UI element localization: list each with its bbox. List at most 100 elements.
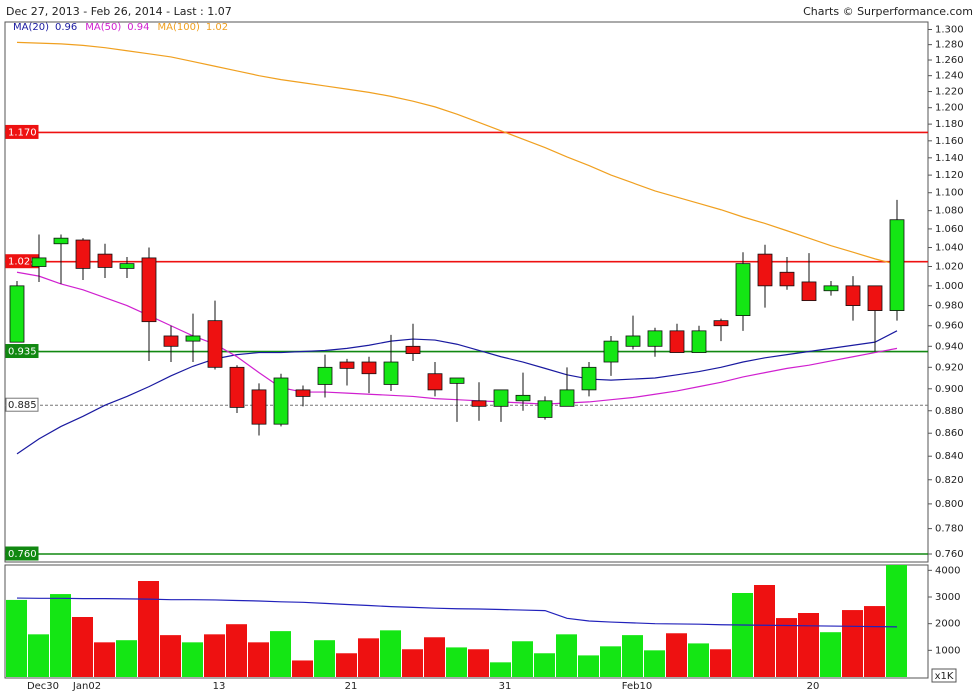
candle-body [757, 253, 773, 287]
ma-line [16, 41, 898, 266]
candle-body [647, 330, 663, 347]
volume-panel [4, 564, 929, 679]
volume-bar [732, 593, 753, 677]
candle-body [515, 394, 531, 402]
legend-value: 0.94 [127, 22, 149, 33]
legend-name: MA(100) [158, 22, 200, 33]
volume-tick-label: 1000 [935, 645, 960, 656]
volume-bar [490, 662, 511, 677]
unit-box [931, 668, 957, 683]
y-tick-label: 1.300 [935, 24, 964, 35]
level-label: 1.170 [8, 127, 37, 138]
volume-bar [534, 653, 555, 677]
candle-body [801, 281, 817, 302]
candle-body [141, 257, 157, 323]
y-tick-label: 0.960 [935, 321, 964, 332]
legend-name: MA(20) [13, 22, 49, 33]
candle-body [867, 285, 883, 311]
y-tick-label: 1.120 [935, 170, 964, 181]
y-tick-label: 0.860 [935, 428, 964, 439]
volume-average [16, 597, 898, 628]
volume-bar [578, 655, 599, 677]
candle-body [31, 257, 47, 267]
y-tick-label: 1.100 [935, 188, 964, 199]
volume-bar [512, 641, 533, 677]
volume-bar [358, 638, 379, 677]
y-tick-label: 0.980 [935, 301, 964, 312]
volume-bar [6, 599, 27, 677]
y-tick-label: 1.060 [935, 224, 964, 235]
volume-bar [314, 640, 335, 677]
volume-bar [138, 581, 159, 677]
level-label: 1.025 [8, 257, 37, 268]
volume-bar [864, 606, 885, 677]
volume-tick-label: 2000 [935, 619, 960, 630]
y-tick-label: 1.020 [935, 261, 964, 272]
volume-bar [94, 642, 115, 677]
candle-body [185, 335, 201, 342]
y-tick-label: 0.880 [935, 406, 964, 417]
candle-body [339, 361, 355, 369]
legend-value: 1.02 [206, 22, 228, 33]
volume-bar [622, 635, 643, 677]
credit: Charts © Surperformance.com [803, 5, 973, 18]
candle-body [383, 361, 399, 385]
candle-body [251, 389, 267, 425]
chart-title: Dec 27, 2013 - Feb 26, 2014 - Last : 1.0… [6, 5, 232, 18]
volume-bar [820, 632, 841, 677]
y-tick-label: 1.260 [935, 55, 964, 66]
volume-tick-label: 3000 [935, 592, 960, 603]
volume-bar [424, 637, 445, 677]
volume-bar [886, 565, 907, 677]
y-tick-label: 1.180 [935, 119, 964, 130]
volume-bar [248, 642, 269, 677]
candle-body [273, 377, 289, 425]
candle-body [581, 366, 597, 391]
candle-body [9, 285, 25, 343]
x-tick-label: Jan02 [72, 681, 101, 692]
volume-bar [842, 610, 863, 677]
volume-tick-label: 4000 [935, 565, 960, 576]
volume-bar [798, 613, 819, 677]
ma-line [16, 330, 898, 455]
candle-body [97, 253, 113, 268]
candle-body [163, 335, 179, 347]
candle-body [713, 320, 729, 327]
candle-body [845, 285, 861, 306]
candle-body [361, 361, 377, 375]
volume-bar [28, 634, 49, 677]
candle-body [537, 400, 553, 418]
volume-bar [50, 594, 71, 677]
volume-bar [160, 635, 181, 677]
volume-bar [226, 624, 247, 677]
candle-body [779, 271, 795, 287]
y-tick-label: 0.840 [935, 451, 964, 462]
volume-bar [336, 653, 357, 677]
y-tick-label: 1.000 [935, 281, 964, 292]
candle-body [669, 330, 685, 353]
y-tick-label: 1.140 [935, 153, 964, 164]
candle-body [229, 366, 245, 408]
volume-bar [116, 640, 137, 677]
y-tick-label: 0.800 [935, 499, 964, 510]
volume-bar [72, 617, 93, 677]
level-label: 0.760 [8, 549, 37, 560]
candle-body [405, 345, 421, 355]
y-tick-label: 0.920 [935, 362, 964, 373]
volume-unit: x1K [935, 671, 954, 682]
y-tick-label: 1.080 [935, 206, 964, 217]
legend-name: MA(50) [85, 22, 121, 33]
volume-bar [666, 633, 687, 677]
level-box [5, 546, 39, 561]
y-tick-label: 0.820 [935, 475, 964, 486]
y-tick-label: 1.040 [935, 243, 964, 254]
volume-bar [182, 642, 203, 677]
candle-body [427, 373, 443, 391]
candle-body [75, 239, 91, 269]
price-panel [4, 21, 929, 563]
candle-body [317, 366, 333, 385]
y-tick-label: 0.900 [935, 384, 964, 395]
volume-bar [402, 649, 423, 677]
volume-bar [754, 585, 775, 677]
